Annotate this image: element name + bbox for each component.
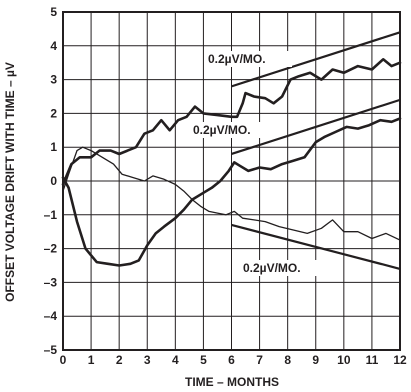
slope-reference-line	[231, 223, 401, 270]
slope-annotation: 0.2µV/MO.	[208, 52, 266, 66]
x-tick-label: 7	[256, 353, 263, 367]
y-tick-label: –3	[44, 275, 58, 289]
y-axis-label: OFFSET VOLTAGE DRIFT WITH TIME – µV	[3, 62, 17, 302]
x-tick-label: 10	[337, 353, 351, 367]
y-tick-label: –5	[44, 343, 58, 357]
reference-lines: 0.2µV/MO. 0.2µV/MO. 0.2µV/MO.	[191, 31, 401, 276]
slope-reference-line	[231, 98, 401, 156]
y-tick-label: –4	[44, 309, 58, 323]
series-line-3	[61, 117, 402, 267]
series-line-1	[61, 58, 402, 186]
slope-reference-line	[231, 31, 401, 88]
x-tick-label: 8	[284, 353, 291, 367]
slope-annotation: 0.2µV/MO.	[243, 261, 301, 275]
x-tick-label: 5	[200, 353, 207, 367]
y-tick-label: –2	[44, 242, 58, 256]
x-tick-label: 11	[366, 353, 379, 367]
y-tick-label: 3	[50, 73, 57, 87]
x-tick-label: 1	[88, 353, 95, 367]
y-tick-label: 4	[50, 39, 57, 53]
y-tick-label: 5	[50, 5, 57, 19]
x-tick-label: 2	[116, 353, 123, 367]
annotation-background	[206, 51, 292, 67]
series-line-2	[62, 146, 401, 241]
x-tick-label: 4	[172, 353, 179, 367]
annotation-background	[191, 122, 277, 138]
y-tick-label: 1	[50, 140, 57, 154]
series-layer	[61, 58, 402, 267]
y-tick-label: –1	[44, 208, 58, 222]
x-tick-label: 0	[60, 353, 67, 367]
x-axis-label: TIME – MONTHS	[185, 375, 279, 389]
x-tick-label: 12	[393, 353, 407, 367]
y-tick-label: 2	[50, 106, 57, 120]
slope-annotation: 0.2µV/MO.	[193, 123, 251, 137]
x-tick-label: 6	[228, 353, 235, 367]
annotation-background	[241, 260, 327, 276]
x-tick-label: 3	[144, 353, 151, 367]
y-tick-label: 0	[50, 174, 57, 188]
x-tick-label: 9	[312, 353, 319, 367]
